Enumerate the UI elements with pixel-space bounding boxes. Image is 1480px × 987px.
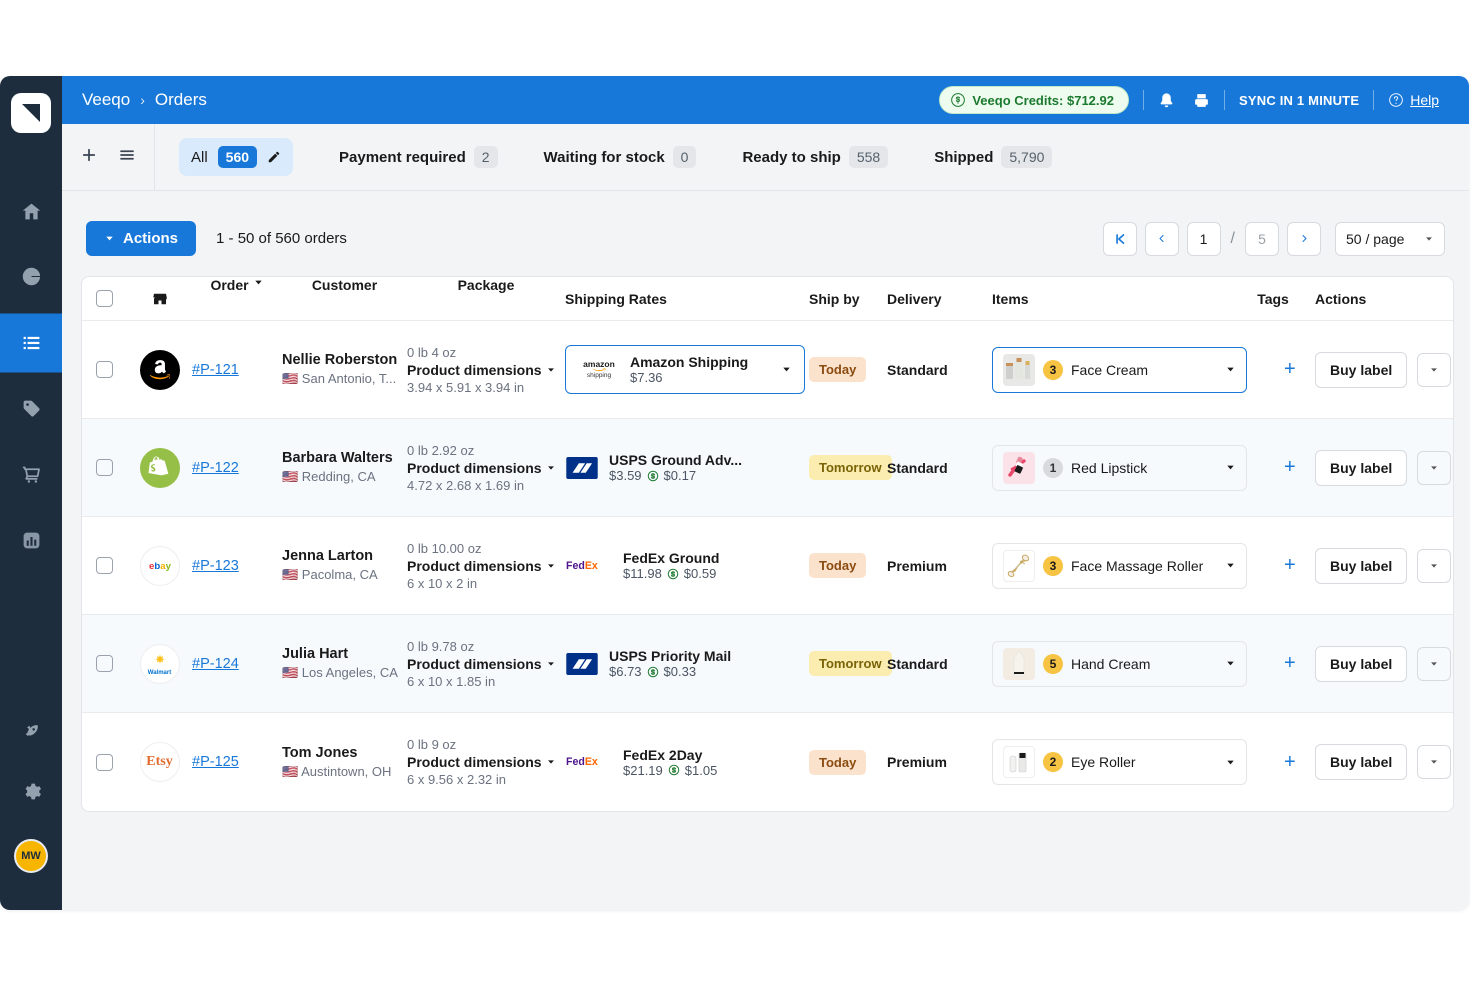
svg-text:FedEx: FedEx — [566, 559, 598, 571]
svg-text:FedEx: FedEx — [566, 756, 598, 768]
svg-text:ebay: ebay — [149, 561, 172, 572]
